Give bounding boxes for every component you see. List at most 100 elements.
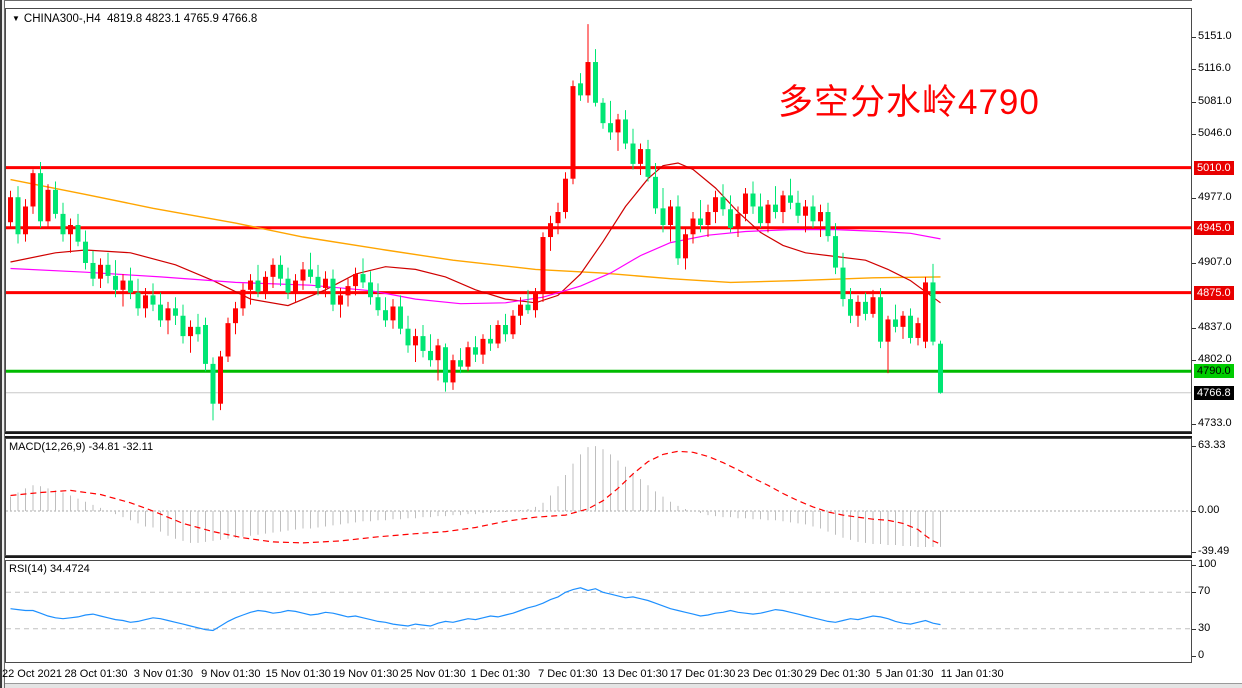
candle-body	[495, 325, 501, 344]
time-axis-label: 13 Dec 01:30	[602, 668, 668, 680]
candle-body	[180, 315, 186, 337]
candle-body	[368, 282, 373, 298]
candle-body	[15, 197, 21, 235]
price-axis-label: 4837.0	[1198, 321, 1232, 333]
candle-body	[45, 189, 51, 222]
axis-tick	[1192, 656, 1196, 657]
price-chart-canvas[interactable]	[6, 9, 1191, 431]
candle-body	[435, 345, 441, 361]
candle-body	[413, 336, 418, 346]
price-badge-red: 5010.0	[1194, 161, 1234, 175]
candle-body	[98, 264, 103, 279]
candle-body	[690, 218, 696, 235]
candle-body	[720, 197, 726, 210]
candle-body	[930, 282, 936, 342]
macd-axis-label: 63.33	[1198, 439, 1226, 451]
time-axis-label: 23 Dec 01:30	[737, 668, 803, 680]
candle-body	[788, 195, 793, 203]
axis-tick	[1192, 446, 1196, 447]
candle-body	[398, 306, 403, 329]
triangle-down-icon[interactable]: ▼	[12, 14, 20, 23]
candle-body	[563, 178, 568, 213]
candle-body	[758, 206, 763, 224]
price-badge-green: 4790.0	[1194, 364, 1234, 378]
candle-body	[608, 123, 613, 133]
candle-body	[113, 275, 118, 290]
rsi-label: RSI(14) 34.4724	[9, 563, 90, 575]
candle-body	[278, 264, 283, 279]
time-axis[interactable]: 22 Oct 2021 28 Oct 01:30 3 Nov 01:30 9 Nov …	[2, 663, 1242, 683]
candle-body	[353, 274, 358, 287]
price-axis-label: 5151.0	[1198, 30, 1232, 42]
candle-body	[345, 286, 351, 296]
candle-body	[53, 189, 58, 214]
candle-body	[840, 267, 846, 300]
candle-body	[728, 209, 733, 228]
candle-body	[480, 338, 486, 355]
candle-body	[233, 308, 238, 324]
candle-body	[638, 149, 643, 164]
candle-body	[825, 212, 831, 237]
candle-body	[8, 197, 13, 223]
candle-body	[405, 328, 411, 346]
candle-body	[660, 208, 666, 225]
candle-body	[675, 206, 681, 259]
time-axis-label: 3 Nov 01:30	[133, 668, 194, 680]
candle-body	[795, 202, 801, 216]
candle-body	[75, 225, 81, 242]
rsi-axis-label: 100	[1198, 558, 1217, 570]
candle-body	[735, 213, 741, 228]
rsi-panel[interactable]	[5, 560, 1192, 663]
candle-body	[773, 204, 778, 213]
candle-body	[165, 308, 171, 321]
candle-body	[653, 176, 658, 209]
candle-body	[623, 119, 628, 144]
candle-body	[195, 326, 201, 335]
macd-canvas[interactable]	[6, 439, 1191, 555]
candle-body	[240, 289, 246, 309]
price-axis-label: 4907.0	[1198, 256, 1232, 268]
time-axis-label: 7 Dec 01:30	[538, 668, 598, 680]
rsi-axis-label: 0	[1198, 649, 1205, 661]
time-axis-label: 19 Nov 01:30	[332, 668, 399, 680]
candle-body	[473, 347, 478, 355]
macd-label: MACD(12,26,9) -34.81 -32.11	[9, 441, 154, 453]
candle-body	[60, 213, 66, 235]
time-axis-label: 1 Dec 01:30	[470, 668, 531, 680]
candle-body	[668, 206, 673, 225]
time-axis-label: 15 Nov 01:30	[265, 668, 331, 680]
candle-body	[698, 218, 703, 225]
price-axis[interactable]: 5151.0 5116.0 5081.0 5046.0 4977.0 4907.0 4837…	[1192, 0, 1242, 688]
candle-body	[893, 319, 898, 327]
candle-body	[848, 299, 853, 316]
price-axis-label: 5046.0	[1198, 127, 1232, 139]
candle-body	[743, 193, 748, 214]
panel-splitter-1[interactable]	[5, 432, 1192, 438]
candle-body	[458, 360, 463, 367]
candle-body	[938, 343, 943, 393]
candle-body	[143, 295, 148, 309]
candle-body	[518, 304, 523, 316]
candle-body	[803, 206, 808, 216]
axis-tick	[1192, 360, 1196, 361]
price-axis-label: 5116.0	[1198, 62, 1231, 74]
price-chart-panel[interactable]	[5, 8, 1192, 432]
window-top-border	[0, 0, 1242, 2]
price-axis-label: 4802.0	[1198, 353, 1232, 365]
price-badge-red: 4875.0	[1194, 286, 1234, 300]
price-badge-red: 4945.0	[1194, 221, 1234, 235]
macd-panel[interactable]	[5, 438, 1192, 556]
candle-body	[285, 278, 291, 293]
ohlc-values: 4819.8 4823.1 4765.9 4766.8	[107, 13, 258, 25]
axis-tick	[1192, 565, 1196, 566]
candle-body	[158, 304, 163, 321]
macd-axis-label: 0.00	[1198, 504, 1220, 516]
candle-body	[555, 212, 561, 224]
candle-body	[683, 234, 688, 259]
axis-tick	[1192, 629, 1196, 630]
candle-body	[225, 323, 231, 357]
candle-body	[120, 280, 126, 290]
rsi-canvas[interactable]	[6, 561, 1191, 662]
candle-body	[578, 83, 583, 96]
axis-tick	[1192, 511, 1196, 512]
